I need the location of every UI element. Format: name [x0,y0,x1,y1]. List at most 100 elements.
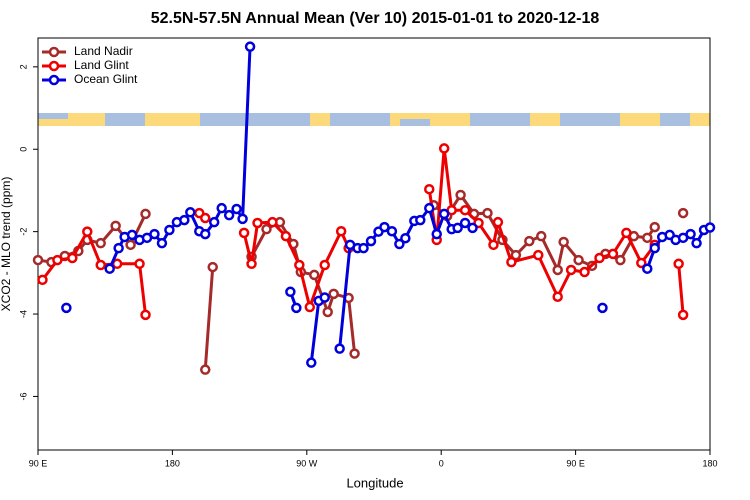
point [673,258,684,270]
series-line [108,46,711,363]
point [573,254,584,266]
point [156,237,168,249]
point [677,207,689,219]
point [533,249,544,261]
y-tick-label: -2 [18,228,28,236]
point [82,226,93,237]
point [319,292,330,303]
point [615,254,626,266]
point [252,217,263,229]
point [438,143,450,154]
point [358,242,369,254]
point [415,214,426,226]
point [467,222,478,234]
point [110,220,121,232]
point [459,217,471,229]
point [319,259,330,271]
point [455,189,466,201]
point [642,232,653,244]
point [261,223,272,235]
point [424,183,435,195]
point [61,302,72,314]
point [285,286,296,298]
point [621,227,632,239]
point [280,230,292,242]
point [424,202,435,214]
x-tick-label: 90 W [296,458,318,468]
y-tick-label: -6 [18,392,28,400]
point [244,41,256,52]
point [223,209,235,221]
point [304,301,316,313]
point [524,235,535,247]
point [113,242,124,254]
y-axis-label: XCO2 - MLO trend (ppm) [0,177,13,312]
map-strip [38,113,710,126]
point [685,228,696,240]
point [349,348,360,359]
point [594,252,605,264]
point [149,228,160,240]
point [394,238,405,250]
point [552,291,563,302]
point [438,208,450,220]
chart-title: 52.5N-57.5N Annual Mean (Ver 10) 2015-01… [151,10,600,27]
point [291,302,302,314]
point [365,235,377,247]
point [104,263,115,274]
point [246,258,257,270]
point [208,216,220,228]
point [506,256,517,268]
point [552,264,563,276]
point [134,258,145,270]
point [579,266,590,278]
point [309,269,320,281]
y-tick-label: 0 [18,147,28,152]
legend-marker [48,74,60,86]
point [335,225,347,237]
y-tick-label: 2 [18,64,28,69]
legend-label: Land Nadir [74,44,133,58]
point [185,207,196,218]
point [306,357,317,368]
point [536,230,547,242]
point [691,237,702,249]
point [482,207,493,219]
point [597,302,608,314]
x-tick-label: 90 E [566,458,585,468]
point [400,232,411,244]
point [459,204,471,216]
point [565,264,577,276]
point [558,236,569,248]
point [452,222,463,234]
plot-frame [37,37,711,451]
point [649,221,660,233]
point [607,248,619,260]
point [37,274,48,286]
legend-marker [48,60,60,72]
point [677,309,689,321]
series-line [38,195,683,370]
y-tick-label: -4 [18,310,28,318]
x-tick-label: 90 E [29,458,48,468]
point [294,259,305,271]
point [636,257,647,269]
point [207,261,218,273]
point [200,212,211,224]
point [164,224,175,236]
point [95,237,106,249]
point [492,216,504,228]
point [267,216,278,228]
point [704,222,716,233]
point [32,254,44,266]
point [179,214,190,226]
point [200,364,211,375]
x-tick-label: 0 [439,458,444,468]
point [125,239,136,251]
point [140,208,151,220]
point [237,213,248,225]
point [379,221,390,233]
point [140,309,151,321]
point [238,227,250,239]
point [322,306,333,318]
